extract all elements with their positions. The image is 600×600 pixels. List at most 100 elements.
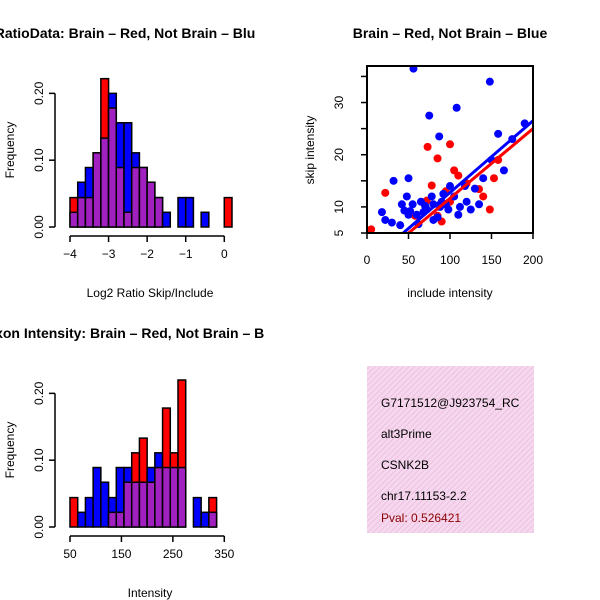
brain-point — [485, 205, 494, 214]
ratio-histogram-title: RatioData: Brain – Red, Not Brain – Blu — [0, 25, 255, 41]
probe-id: G7171512@J923754_RC — [381, 396, 520, 410]
overlap-bar — [123, 211, 133, 228]
y-tick-label: 0.00 — [32, 215, 46, 239]
info-panel: G7171512@J923754_RC alt3Prime CSNK2B chr… — [367, 366, 534, 533]
not-brain-bar — [76, 511, 87, 528]
brain-point — [367, 225, 376, 233]
intensity-histogram-xlabel: Intensity — [128, 586, 173, 600]
x-tick-label: 150 — [111, 547, 131, 561]
ratio-histogram-xlabel: Log2 Ratio Skip/Include — [87, 286, 214, 300]
ratio-histogram-axes: −4 −3 −2 −1 0 0.00 0.10 0.20 — [32, 81, 228, 261]
not-brain-point — [452, 103, 461, 112]
brain-point — [427, 181, 436, 190]
overlap-bar — [107, 511, 118, 528]
y-tick-label: 0.10 — [32, 448, 46, 472]
x-tick-label: 100 — [440, 253, 460, 267]
overlap-bar — [123, 481, 133, 528]
p-value: Pval: 0.526421 — [381, 511, 461, 525]
not-brain-bar — [84, 496, 94, 528]
not-brain-bar — [200, 211, 210, 228]
overlap-bar — [208, 511, 218, 528]
x-tick-label: 50 — [402, 253, 416, 267]
not-brain-point — [397, 200, 406, 209]
intensity-histogram-ylabel: Frequency — [3, 422, 17, 479]
overlap-bar — [138, 481, 148, 528]
overlap-bar — [138, 166, 148, 228]
overlap-bar — [69, 211, 79, 228]
x-tick-label: 350 — [214, 547, 234, 561]
brain-point — [479, 192, 488, 201]
brain-point — [433, 154, 442, 163]
not-brain-point — [444, 205, 453, 214]
not-brain-point — [475, 200, 484, 209]
not-brain-point — [409, 66, 418, 73]
intensity-histogram: Exon Intensity: Brain – Red, Not Brain –… — [0, 325, 264, 600]
y-tick-label: 0.10 — [32, 148, 46, 172]
not-brain-point — [377, 208, 386, 217]
not-brain-point — [381, 215, 390, 224]
not-brain-point — [462, 197, 471, 206]
brain-point — [454, 171, 463, 180]
gene-name: CSNK2B — [381, 458, 429, 472]
overlap-bar — [76, 196, 87, 228]
not-brain-point — [408, 200, 417, 209]
not-brain-point — [466, 205, 475, 214]
not-brain-point — [402, 192, 411, 201]
y-tick-label: 30 — [332, 96, 346, 110]
scatter-xlabel: include intensity — [407, 286, 492, 300]
intensity-histogram-axes: 50 150 250 350 0.00 0.10 0.20 — [32, 381, 235, 561]
brain-fit-line — [406, 127, 533, 233]
overlap-bar — [146, 481, 156, 528]
overlap-bar — [154, 466, 164, 528]
x-tick-label: −3 — [102, 247, 116, 261]
overlap-bar — [84, 196, 94, 228]
x-tick-label: −2 — [140, 247, 154, 261]
scatter-marks — [367, 66, 533, 233]
event-type: alt3Prime — [381, 427, 432, 441]
overlap-bar — [177, 466, 187, 528]
x-tick-label: −4 — [63, 247, 77, 261]
not-brain-point — [485, 77, 494, 86]
not-brain-point — [396, 221, 405, 230]
brain-point — [489, 174, 498, 183]
y-tick-label: 20 — [332, 148, 346, 162]
x-tick-label: 150 — [481, 253, 501, 267]
intensity-histogram-title: Exon Intensity: Brain – Red, Not Brain –… — [0, 325, 264, 341]
not-brain-bar — [161, 211, 172, 228]
not-brain-bar — [123, 122, 133, 228]
not-brain-point — [427, 192, 436, 201]
brain-bar — [223, 196, 233, 228]
not-brain-point — [389, 176, 398, 185]
not-brain-point — [494, 129, 503, 138]
overlap-bar — [130, 481, 141, 528]
overlap-bar — [146, 181, 156, 228]
not-brain-point — [479, 174, 488, 183]
brain-point — [423, 142, 432, 151]
overlap-bar — [154, 196, 164, 228]
not-brain-bar — [177, 196, 187, 228]
not-brain-point — [470, 184, 479, 193]
y-tick-label: 10 — [332, 200, 346, 214]
overlap-bar — [115, 166, 125, 228]
brain-bar — [69, 496, 79, 528]
not-brain-point — [387, 218, 396, 227]
not-brain-point — [404, 174, 413, 183]
not-brain-point — [446, 182, 454, 191]
x-tick-label: 200 — [523, 253, 543, 267]
not-brain-point — [499, 166, 508, 175]
x-tick-label: 0 — [221, 247, 228, 261]
scatter-plot-area — [367, 66, 533, 233]
ratio-histogram-bars — [69, 77, 233, 228]
ratio-histogram: RatioData: Brain – Red, Not Brain – Blu … — [0, 25, 255, 300]
not-brain-point — [435, 132, 444, 141]
scatter-ylabel: skip intensity — [303, 116, 317, 185]
x-tick-label: 250 — [163, 547, 183, 561]
brain-point — [381, 188, 390, 197]
x-tick-label: −1 — [179, 247, 193, 261]
info-box — [367, 366, 534, 533]
not-brain-point — [433, 213, 442, 222]
not-brain-point — [406, 207, 415, 216]
x-tick-label: 50 — [63, 547, 77, 561]
scatter-axes: 0 50 100 150 200 5 10 20 30 — [332, 65, 543, 267]
not-brain-point — [425, 111, 434, 120]
